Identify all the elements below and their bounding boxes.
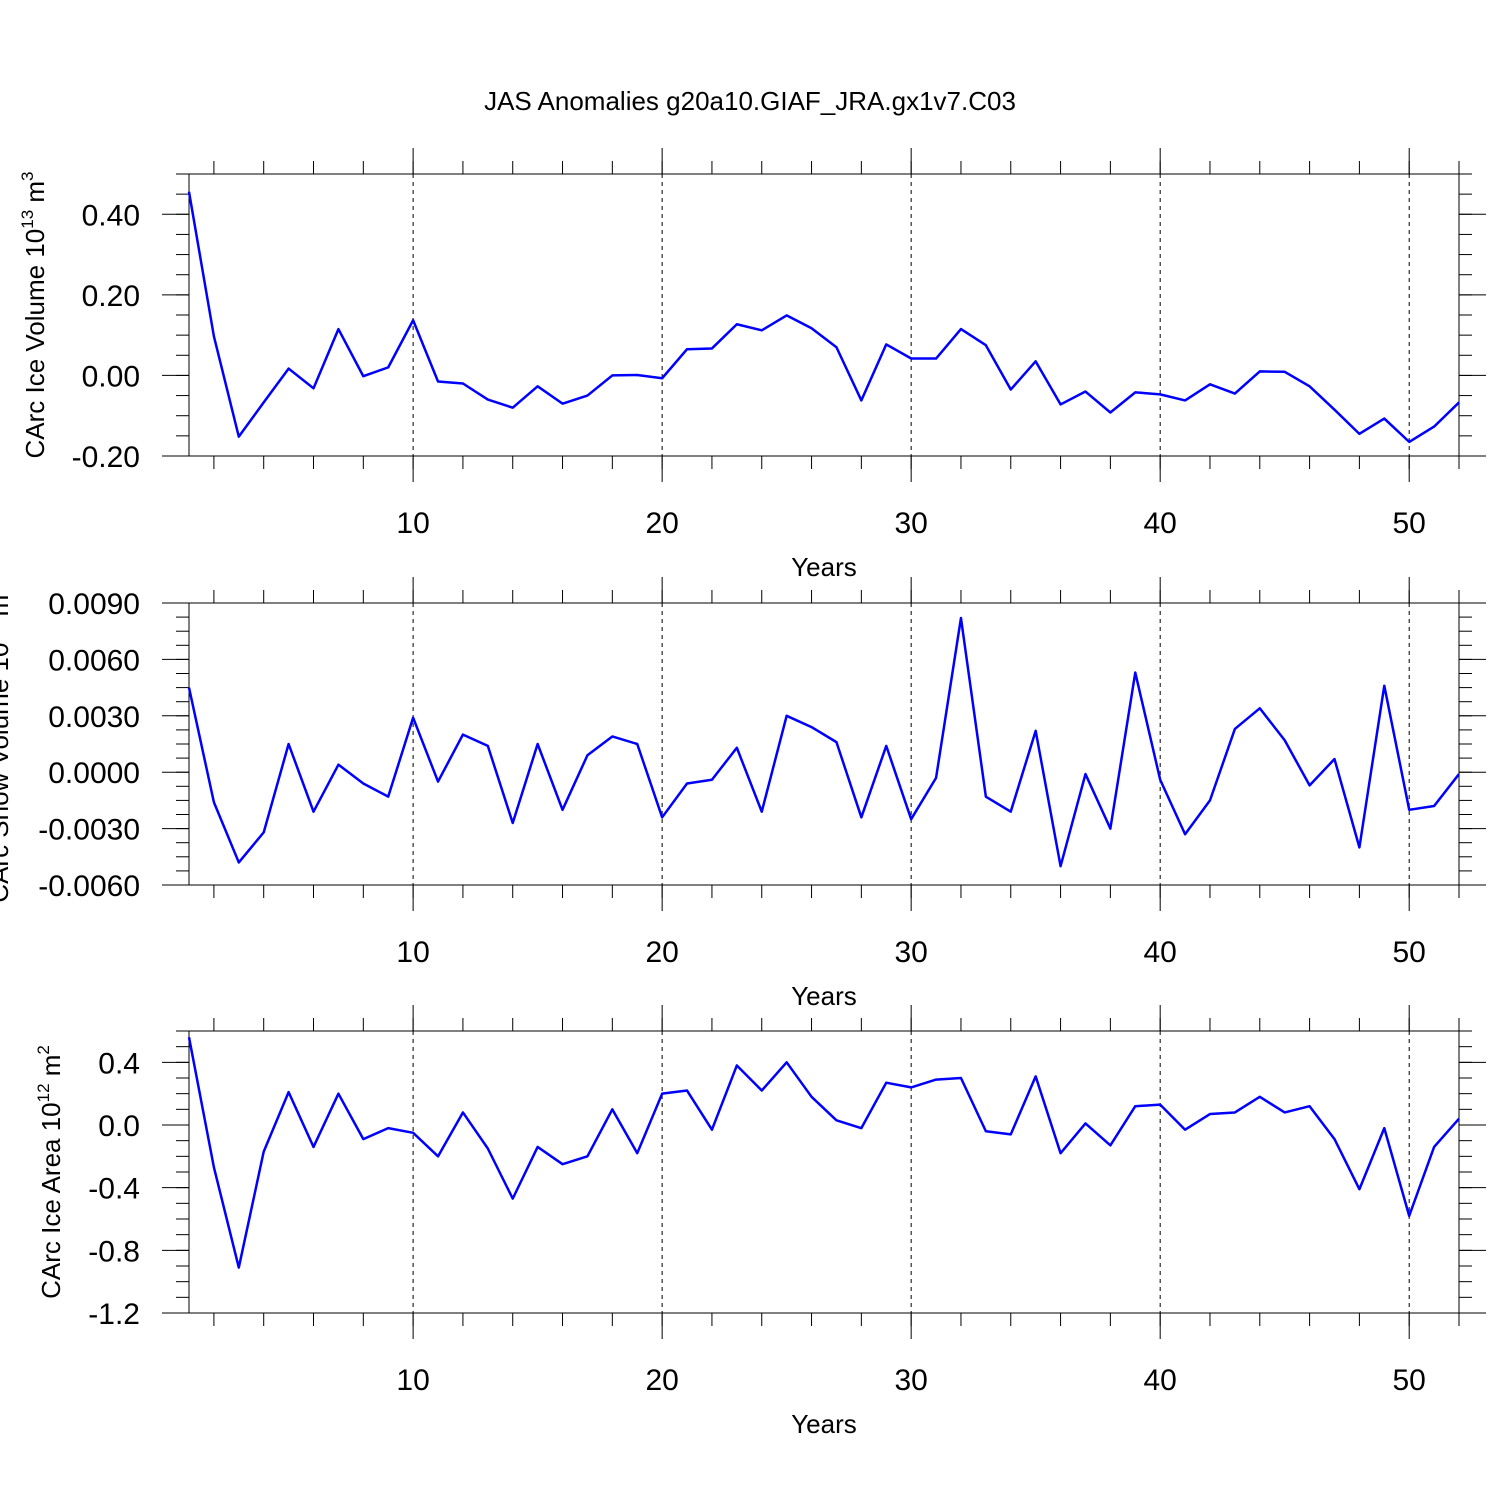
y-tick-label: 0.40 [82, 199, 140, 232]
y-tick-label: 0.0030 [48, 701, 140, 734]
data-line [187, 191, 1460, 444]
y-tick-label: 0.20 [82, 280, 140, 313]
y-axis-title-exp: 13 [18, 210, 37, 229]
y-tick-label: -0.0060 [38, 870, 140, 903]
y-axis-title-text: CArc Ice Area 10 [36, 1102, 66, 1299]
y-axis-title-unit: m [0, 595, 14, 624]
y-axis-title: CArc Ice Volume 1013 m3 [18, 171, 50, 458]
x-tick-label: 40 [1143, 507, 1176, 540]
y-tick-label: -0.8 [88, 1235, 140, 1268]
x-tick-label: 10 [396, 936, 429, 969]
x-axis-title: Years [791, 552, 857, 582]
plot-frame [188, 173, 1460, 457]
y-tick-label: 0.0090 [48, 588, 140, 621]
y-axis-title-exp: 12 [34, 1083, 53, 1102]
plot-frame [188, 602, 1460, 886]
data-line [187, 1037, 1460, 1269]
y-tick-label: 0.0000 [48, 757, 140, 790]
x-tick-label: 40 [1143, 936, 1176, 969]
y-tick-label: -0.20 [72, 441, 140, 474]
x-tick-label: 30 [894, 1364, 927, 1397]
y-axis-title-unit-exp: 3 [0, 585, 1, 594]
x-tick-label: 10 [396, 507, 429, 540]
x-tick-label: 50 [1393, 1364, 1426, 1397]
y-tick-label: 0.0 [98, 1110, 140, 1143]
x-tick-label: 30 [894, 507, 927, 540]
y-tick-label: 0.00 [82, 360, 140, 393]
x-tick-label: 40 [1143, 1364, 1176, 1397]
x-tick-label: 30 [894, 936, 927, 969]
y-axis-title-unit: m [20, 181, 50, 210]
y-tick-label: -0.0030 [38, 814, 140, 847]
panel: 10 20 30 40 50 -0.0060 -0.0030 0.0000 0.0030 0.00… [0, 577, 1486, 1011]
chart-title: JAS Anomalies g20a10.GIAF_JRA.gx1v7.C03 [484, 86, 1016, 116]
x-tick-label: 10 [396, 1364, 429, 1397]
y-tick-label: 0.0060 [48, 644, 140, 677]
y-axis-title-exp: 13 [0, 624, 1, 643]
y-tick-label: 0.4 [98, 1047, 140, 1080]
x-tick-label: 20 [645, 507, 678, 540]
plot-frame [188, 1030, 1460, 1314]
y-axis-title: CArc Ice Area 1012 m2 [34, 1045, 66, 1299]
x-tick-label: 50 [1393, 936, 1426, 969]
y-axis-title-text: CArc Snow Volume 10 [0, 643, 14, 903]
x-axis-title: Years [791, 1409, 857, 1439]
y-axis-title-unit-exp: 3 [18, 171, 37, 180]
panel: 10 20 30 40 50 -0.20 0.00 0.20 0.40 Years CArc Ice… [18, 148, 1486, 582]
x-tick-label: 20 [645, 936, 678, 969]
x-tick-label: 20 [645, 1364, 678, 1397]
y-axis-title-unit-exp: 2 [34, 1045, 53, 1054]
x-axis-title: Years [791, 981, 857, 1011]
panel: 10 20 30 40 50 -1.2 -0.8 -0.4 0.0 0.4 Years CArc Ic… [34, 1005, 1486, 1439]
y-tick-label: -0.4 [88, 1173, 140, 1206]
y-axis-title-text: CArc Ice Volume 10 [20, 229, 50, 459]
data-line [187, 616, 1460, 868]
y-axis-title: CArc Snow Volume 1013 m3 [0, 585, 14, 902]
y-axis-title-unit: m [36, 1055, 66, 1084]
x-tick-label: 50 [1393, 507, 1426, 540]
y-tick-label: -1.2 [88, 1298, 140, 1331]
